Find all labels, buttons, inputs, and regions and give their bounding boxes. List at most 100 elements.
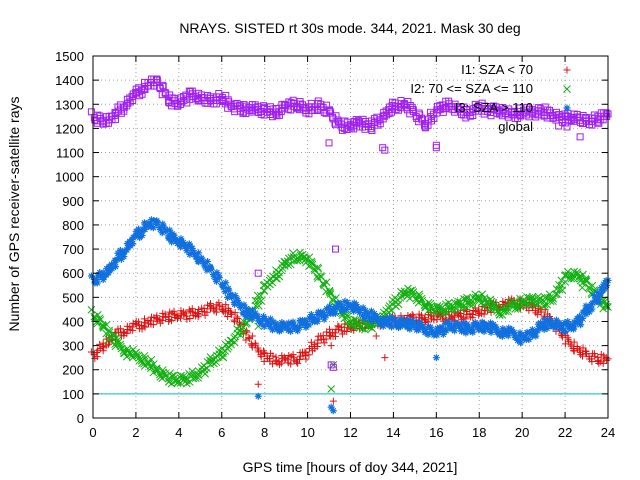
data-point (388, 323, 396, 331)
data-point (305, 351, 313, 359)
data-point (468, 325, 476, 333)
data-point (444, 298, 453, 307)
data-point (573, 342, 581, 350)
data-point (442, 327, 450, 335)
data-point (129, 326, 137, 334)
data-point (546, 315, 554, 323)
data-point (445, 318, 453, 326)
data-point (248, 314, 256, 322)
legend-marker (563, 66, 571, 74)
data-point (553, 316, 560, 324)
data-point (587, 301, 595, 309)
data-point (599, 359, 607, 367)
data-point (314, 264, 323, 273)
plot-series (87, 75, 612, 415)
data-point (421, 314, 429, 322)
x-tick-label: 0 (89, 425, 96, 440)
data-point (582, 275, 590, 284)
data-point (95, 314, 104, 323)
data-point (523, 103, 531, 111)
data-point (212, 308, 220, 316)
data-point (424, 298, 433, 307)
data-point (213, 269, 221, 277)
data-point (266, 320, 274, 328)
data-point (233, 313, 241, 321)
data-point (129, 240, 137, 248)
data-point (174, 239, 182, 247)
data-point (597, 290, 605, 298)
data-point (105, 269, 113, 277)
data-point (248, 332, 256, 340)
data-point (287, 327, 295, 335)
data-point (182, 309, 190, 317)
outlier-point (254, 392, 262, 400)
data-point (450, 313, 458, 321)
data-point (147, 216, 155, 224)
data-point (355, 304, 363, 312)
data-point (275, 111, 283, 119)
data-point (462, 329, 470, 337)
data-point (359, 304, 367, 312)
data-point (253, 291, 262, 300)
data-point (120, 252, 128, 260)
data-point (579, 344, 587, 352)
data-point (188, 244, 196, 252)
data-point (436, 324, 444, 332)
data-point (405, 294, 414, 303)
data-point (585, 303, 593, 311)
data-point (119, 328, 127, 336)
data-point (310, 314, 318, 322)
data-point (159, 81, 167, 89)
data-point (362, 307, 370, 315)
data-point (322, 278, 331, 287)
data-point (540, 320, 548, 328)
data-point (161, 225, 169, 233)
data-point (367, 125, 375, 133)
data-point (260, 287, 268, 295)
data-point (590, 292, 598, 300)
data-point (302, 355, 310, 363)
data-point (588, 305, 596, 313)
outlier-point (329, 407, 337, 415)
data-point (594, 288, 602, 296)
data-point (326, 325, 334, 333)
data-point (350, 118, 358, 126)
outlier-point (379, 144, 387, 152)
data-point (195, 258, 203, 266)
data-point (480, 310, 488, 318)
data-point (212, 276, 220, 284)
data-point (289, 318, 297, 326)
data-point (284, 323, 292, 331)
data-point (293, 256, 302, 265)
data-point (116, 340, 125, 349)
data-point (370, 310, 378, 318)
data-point (159, 220, 167, 228)
data-point (285, 98, 293, 106)
data-point (215, 272, 223, 280)
data-point (433, 324, 441, 332)
legend-label: I1: SZA < 70 (461, 62, 533, 77)
data-point (424, 331, 432, 339)
data-point (577, 321, 585, 329)
data-point (602, 109, 610, 117)
data-point (230, 316, 238, 324)
data-point (153, 76, 161, 84)
data-point (93, 276, 101, 284)
data-point (367, 315, 375, 323)
data-point (185, 240, 193, 248)
data-point (488, 105, 496, 113)
data-point (186, 251, 194, 259)
outlier-point (576, 133, 584, 141)
data-point (149, 321, 157, 329)
y-tick-label: 200 (62, 363, 84, 378)
data-point (434, 328, 442, 336)
data-point (528, 326, 536, 334)
outlier-point (327, 385, 336, 393)
data-point (231, 292, 239, 300)
data-point (254, 344, 262, 352)
y-tick-label: 700 (62, 242, 84, 257)
data-point (183, 315, 191, 323)
data-point (277, 326, 285, 334)
data-point (361, 315, 369, 323)
data-point (235, 319, 243, 327)
